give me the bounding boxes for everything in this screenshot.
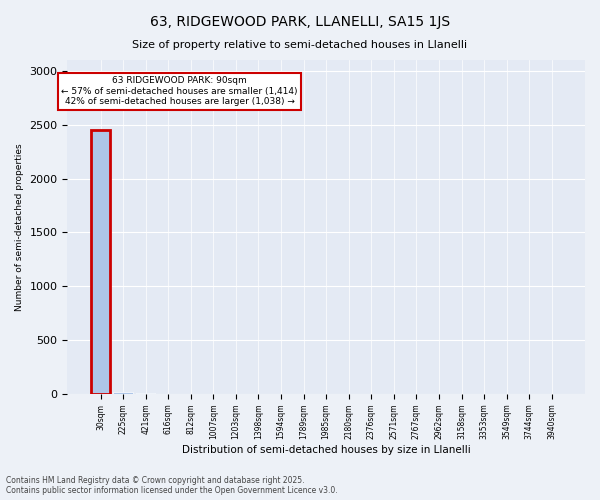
Y-axis label: Number of semi-detached properties: Number of semi-detached properties [15, 143, 24, 311]
Text: 63 RIDGEWOOD PARK: 90sqm
← 57% of semi-detached houses are smaller (1,414)
42% o: 63 RIDGEWOOD PARK: 90sqm ← 57% of semi-d… [61, 76, 298, 106]
X-axis label: Distribution of semi-detached houses by size in Llanelli: Distribution of semi-detached houses by … [182, 445, 470, 455]
Text: 63, RIDGEWOOD PARK, LLANELLI, SA15 1JS: 63, RIDGEWOOD PARK, LLANELLI, SA15 1JS [150, 15, 450, 29]
Text: Size of property relative to semi-detached houses in Llanelli: Size of property relative to semi-detach… [133, 40, 467, 50]
Bar [113, 392, 133, 394]
Bar [91, 130, 110, 394]
Text: Contains HM Land Registry data © Crown copyright and database right 2025.
Contai: Contains HM Land Registry data © Crown c… [6, 476, 338, 495]
Bar [136, 393, 155, 394]
Bar [91, 130, 110, 394]
